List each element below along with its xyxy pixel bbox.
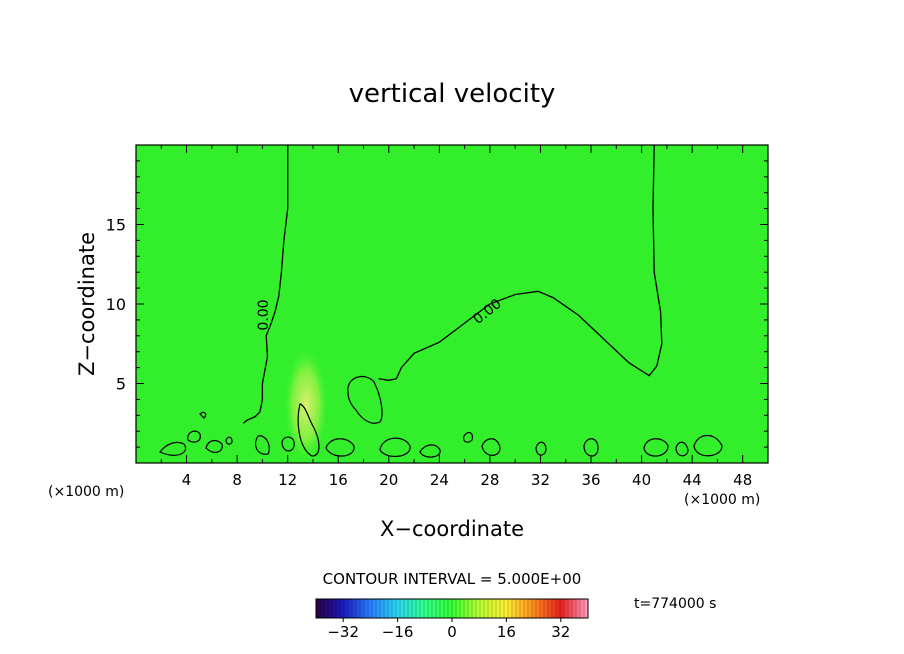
x-tick-label: 44 <box>683 471 702 489</box>
plot-background <box>136 145 768 463</box>
colorbar-tick-label: 16 <box>497 623 516 641</box>
colorbar-tick-label: 0 <box>447 623 457 641</box>
contour-lines <box>242 145 663 424</box>
contour-label-left: 0.00 <box>256 299 272 330</box>
x-unit-left: (×1000 m) <box>48 484 124 500</box>
updraft-shading <box>284 347 328 463</box>
y-axis: 5 10 15 <box>106 160 768 448</box>
colorbar-tick-label: −16 <box>382 623 414 641</box>
y-tick-label: 5 <box>116 375 126 394</box>
time-label: t=774000 s <box>634 596 716 612</box>
y-tick-label: 10 <box>106 295 126 314</box>
x-unit-right: (×1000 m) <box>684 492 760 508</box>
x-tick-label: 32 <box>531 471 550 489</box>
x-tick-label: 20 <box>379 471 398 489</box>
x-tick-label: 12 <box>278 471 297 489</box>
colorbar-ticks: −32 −16 0 16 32 <box>327 618 570 641</box>
x-tick-label: 48 <box>733 471 752 489</box>
zero-contour-2 <box>378 145 663 381</box>
colorbar-tick-label: −32 <box>327 623 359 641</box>
x-tick-label: 8 <box>232 471 242 489</box>
x-tick-label: 36 <box>581 471 600 489</box>
y-axis-label: Z−coordinate <box>75 232 99 376</box>
x-axis-label: X−coordinate <box>380 517 524 541</box>
contour-interval: CONTOUR INTERVAL = 5.000E+00 <box>323 570 582 588</box>
x-tick-label: 40 <box>632 471 651 489</box>
y-tick-label: 15 <box>106 216 126 235</box>
field-shading <box>284 347 328 463</box>
colorbar-tick-label: 32 <box>551 623 570 641</box>
chart-title: vertical velocity <box>349 79 556 109</box>
x-axis: 4 8 12 16 20 24 28 32 36 40 44 48 <box>160 145 752 489</box>
x-tick-label: 24 <box>430 471 449 489</box>
x-tick-label: 4 <box>182 471 192 489</box>
x-tick-label: 28 <box>480 471 499 489</box>
small-contours <box>159 375 723 458</box>
x-tick-label: 16 <box>329 471 348 489</box>
zero-contour-1 <box>242 145 289 424</box>
colorbar-stripes <box>319 599 585 618</box>
